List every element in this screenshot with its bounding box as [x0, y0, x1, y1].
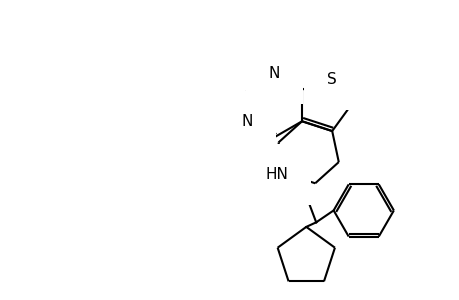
Text: N: N: [241, 114, 252, 129]
Text: S: S: [327, 72, 336, 87]
Text: N: N: [269, 66, 280, 81]
Text: HN: HN: [264, 167, 287, 182]
